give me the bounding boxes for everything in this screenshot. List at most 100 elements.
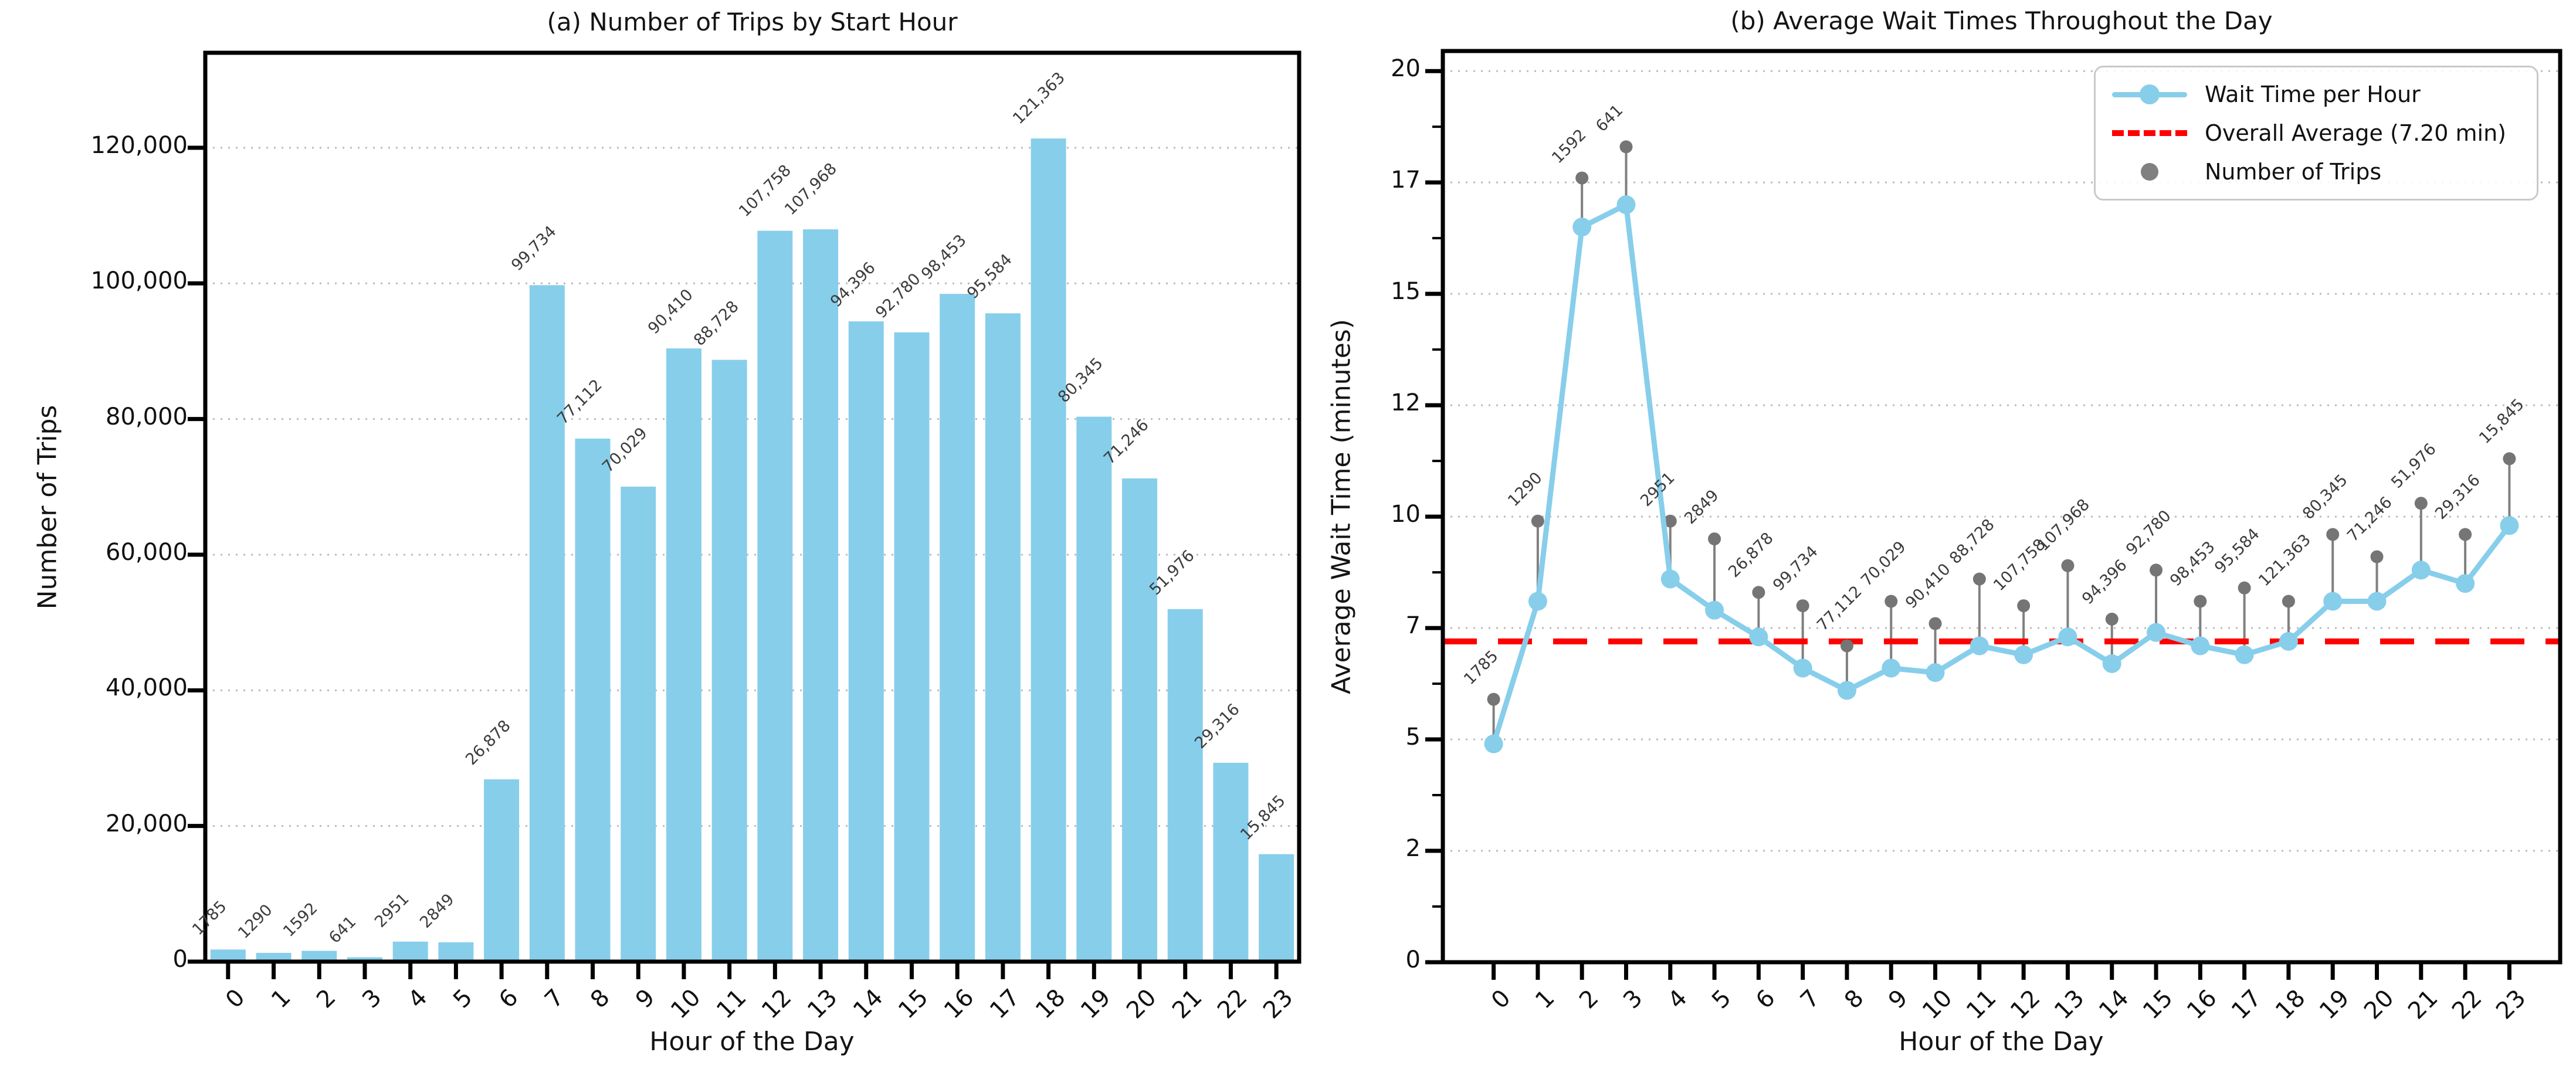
wait-time-marker xyxy=(1616,195,1636,215)
panel-b-ylabel: Average Wait Time (minutes) xyxy=(1326,319,1357,694)
bar xyxy=(894,332,930,962)
bar xyxy=(347,957,382,962)
trips-dot xyxy=(2150,563,2163,577)
bar xyxy=(985,313,1021,962)
y-tick-label: 20 xyxy=(1391,55,1421,83)
bar xyxy=(575,439,611,962)
y-tick-label: 100,000 xyxy=(90,267,188,295)
trips-dot xyxy=(1972,572,1986,586)
wait-time-line xyxy=(1491,202,2512,747)
bar xyxy=(621,486,656,962)
legend: Wait Time per Hour Overall Average (7.20… xyxy=(2094,66,2538,201)
trips-dot xyxy=(2370,550,2384,563)
trips-dot xyxy=(1884,595,1898,608)
trips-dot xyxy=(1487,692,1500,706)
trips-dot xyxy=(2282,595,2295,608)
y-tick-label: 120,000 xyxy=(90,131,188,159)
y-tick-label: 40,000 xyxy=(106,674,188,702)
bar xyxy=(392,941,428,962)
trips-dot xyxy=(2503,452,2516,466)
bar xyxy=(1213,762,1249,962)
y-tick-label: 60,000 xyxy=(106,538,188,566)
legend-item-overall-average: Overall Average (7.20 min) xyxy=(2112,120,2520,146)
trips-dot xyxy=(1928,617,1942,630)
bar xyxy=(529,285,565,962)
y-tick-label: 80,000 xyxy=(106,403,188,430)
y-tick-label: 0 xyxy=(1405,946,1421,973)
panel-b-xlabel: Hour of the Day xyxy=(1899,1027,2104,1057)
legend-label-number-of-trips: Number of Trips xyxy=(2205,159,2382,185)
bar xyxy=(711,359,747,962)
trips-dot xyxy=(2017,599,2031,613)
panel-b-frame xyxy=(1440,49,2563,965)
wait-time-marker xyxy=(2147,623,2166,642)
wait-time-marker xyxy=(2456,574,2475,593)
wait-time-marker xyxy=(2014,645,2033,664)
bar xyxy=(1167,609,1203,962)
legend-item-wait-time: Wait Time per Hour xyxy=(2112,82,2520,107)
trips-dot xyxy=(1663,514,1677,528)
bar xyxy=(484,779,520,962)
wait-time-marker xyxy=(2500,516,2519,535)
bar xyxy=(438,942,474,962)
bar xyxy=(848,321,884,962)
bar xyxy=(1259,854,1294,962)
y-tick-label: 15 xyxy=(1391,278,1421,305)
bar xyxy=(256,953,292,962)
wait-time-marker xyxy=(1793,658,1812,678)
bar xyxy=(301,950,337,962)
trips-dot xyxy=(2238,581,2251,595)
trips-dot xyxy=(1619,140,1633,154)
y-tick-label: 20,000 xyxy=(106,810,188,837)
y-tick-label: 10 xyxy=(1391,501,1421,528)
panel-b-title: (b) Average Wait Times Throughout the Da… xyxy=(1730,6,2273,35)
wait-time-marker xyxy=(1749,627,1768,647)
wait-time-marker xyxy=(2411,561,2431,580)
wait-time-marker xyxy=(1926,663,1945,683)
legend-label-wait-time: Wait Time per Hour xyxy=(2205,82,2421,107)
trips-dot xyxy=(1531,514,1544,528)
legend-item-number-of-trips: Number of Trips xyxy=(2112,159,2520,185)
bar xyxy=(803,229,839,962)
trips-dot xyxy=(1752,586,1765,599)
dashed-line-sample-icon xyxy=(2112,121,2187,145)
trips-dot xyxy=(1796,599,1809,613)
y-tick-label: 5 xyxy=(1405,724,1421,751)
legend-label-overall-average: Overall Average (7.20 min) xyxy=(2205,120,2507,146)
y-tick-label: 12 xyxy=(1391,389,1421,417)
bar xyxy=(940,294,975,962)
y-tick-label: 7 xyxy=(1405,612,1421,640)
trips-dot xyxy=(1708,532,1721,546)
wait-time-marker xyxy=(1660,569,1680,589)
panel-a-title: (a) Number of Trips by Start Hour xyxy=(547,8,958,36)
panel-a-frame xyxy=(203,50,1301,964)
y-tick-label: 17 xyxy=(1391,167,1421,194)
y-tick-label: 0 xyxy=(172,946,188,973)
wait-time-marker xyxy=(2102,654,2121,673)
bar xyxy=(210,949,246,962)
trips-dot xyxy=(2459,528,2472,541)
wait-time-marker xyxy=(1882,658,1901,678)
wait-time-marker xyxy=(2058,627,2077,647)
trips-dot xyxy=(2105,612,2119,626)
wait-time-marker xyxy=(2279,632,2298,651)
bar xyxy=(1031,138,1066,962)
wait-time-marker xyxy=(1970,636,1989,656)
trips-dot xyxy=(2326,528,2340,541)
line-marker-sample-icon xyxy=(2112,83,2187,106)
wait-time-marker xyxy=(1484,734,1503,753)
trips-dot xyxy=(2414,497,2428,510)
wait-time-marker xyxy=(2191,636,2210,656)
wait-time-marker xyxy=(1528,592,1547,611)
trips-dot xyxy=(2194,595,2207,608)
bar xyxy=(1076,416,1112,962)
wait-time-marker xyxy=(1837,681,1856,700)
wait-time-marker xyxy=(2235,645,2254,664)
wait-time-marker xyxy=(2323,592,2343,611)
bar xyxy=(1122,478,1158,962)
trips-dot xyxy=(1575,171,1589,185)
wait-time-marker xyxy=(2367,592,2387,611)
wait-time-marker xyxy=(1705,600,1724,620)
